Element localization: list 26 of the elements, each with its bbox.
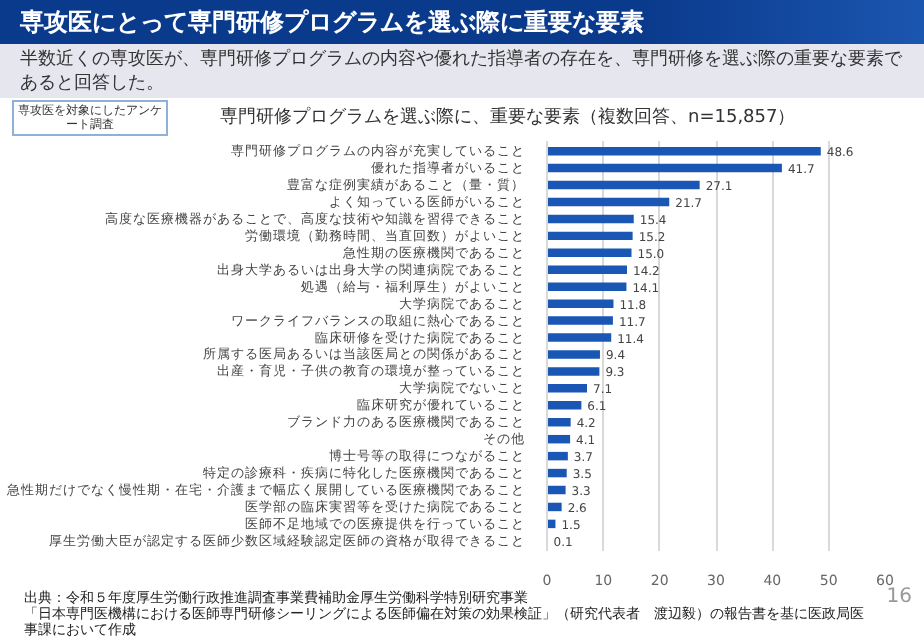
bar [547,384,587,393]
bar [547,265,627,274]
bar [547,214,634,224]
bar [547,418,571,427]
bar [547,299,614,308]
chart-subtitle: 半数近くの専攻医が、専門研修プログラムの内容や優れた指導者の存在を、専門研修を選ぶ際の重要な要素であると回答した。 [0,44,924,98]
bar [547,197,670,207]
bar [547,468,567,478]
bar [547,248,632,258]
bar [547,146,821,156]
bar [547,350,600,359]
bar [547,367,600,376]
bar [547,485,566,495]
bar [547,163,782,173]
bar [547,316,613,325]
bar [547,451,568,461]
bar [547,502,562,512]
bar [547,180,700,190]
text: 専攻医にとって専門研修プログラムを選ぶ際に重要な要素 [0,0,924,44]
text: 16 [886,586,912,608]
bar [547,401,582,410]
text: 専門研修プログラムを選ぶ際に、重要な要素（複数回答、n=15,857） [218,104,796,132]
bar [547,333,612,342]
bar [547,282,627,291]
bar [547,434,571,444]
bar [547,231,633,241]
